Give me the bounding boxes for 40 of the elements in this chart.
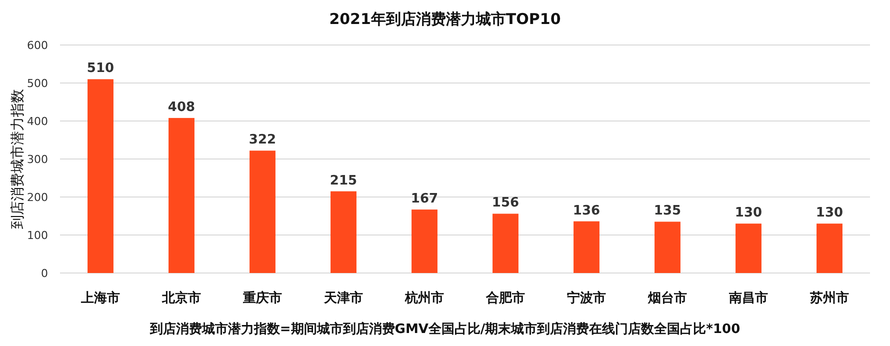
x-tick-label: 重庆市 — [242, 290, 282, 306]
bar — [330, 191, 356, 273]
data-label: 167 — [410, 192, 438, 207]
x-tick-label: 天津市 — [323, 290, 363, 306]
data-label: 156 — [492, 196, 520, 211]
x-tick-label: 合肥市 — [485, 290, 525, 306]
text: 到店消费城市潜力指数=期间城市到店消费GMV全国占比/期末城市到店消费在线门店数全国占比*100 — [148, 321, 740, 337]
x-tick-label: 南昌市 — [728, 290, 768, 306]
data-label: 135 — [654, 204, 682, 219]
y-tick-label: 100 — [27, 229, 48, 242]
y-tick-label: 0 — [41, 267, 48, 280]
bar — [816, 224, 842, 273]
bar — [250, 150, 276, 273]
y-tick-label: 600 — [27, 39, 48, 52]
bar — [654, 222, 680, 273]
data-label: 510 — [86, 61, 114, 76]
y-tick-label: 400 — [27, 115, 48, 128]
data-label: 215 — [330, 173, 358, 188]
x-tick-label: 烟台市 — [647, 290, 687, 306]
bar — [88, 79, 114, 273]
bar — [168, 118, 194, 273]
bar — [736, 224, 762, 273]
y-tick-label: 200 — [27, 191, 48, 204]
x-tick-label: 杭州市 — [404, 290, 444, 306]
bar — [412, 210, 438, 273]
bar — [492, 214, 518, 273]
data-label: 408 — [168, 100, 196, 115]
data-label: 322 — [248, 132, 276, 148]
data-label: 136 — [572, 203, 600, 218]
y-tick-label: 500 — [27, 77, 48, 90]
chart-title: 2021年到店消费潜力城市TOP10 — [329, 10, 561, 28]
x-tick-label: 宁波市 — [567, 290, 606, 306]
x-tick-label: 北京市 — [161, 290, 201, 306]
y-tick-label: 300 — [27, 153, 48, 166]
data-label: 130 — [816, 206, 844, 221]
x-tick-label: 上海市 — [80, 290, 120, 306]
data-label: 130 — [734, 206, 762, 221]
y-axis-title: 到店消费城市潜力指数 — [10, 89, 26, 229]
bar — [574, 221, 600, 273]
x-tick-label: 苏州市 — [809, 290, 849, 306]
